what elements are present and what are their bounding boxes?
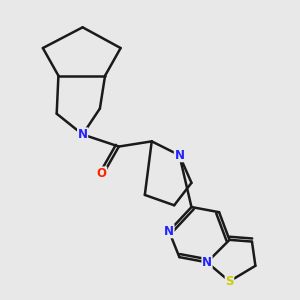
Text: S: S [225,275,234,288]
Text: O: O [97,167,106,180]
Text: N: N [174,149,184,162]
Text: N: N [164,225,174,238]
Text: N: N [78,128,88,141]
Text: N: N [202,256,212,269]
